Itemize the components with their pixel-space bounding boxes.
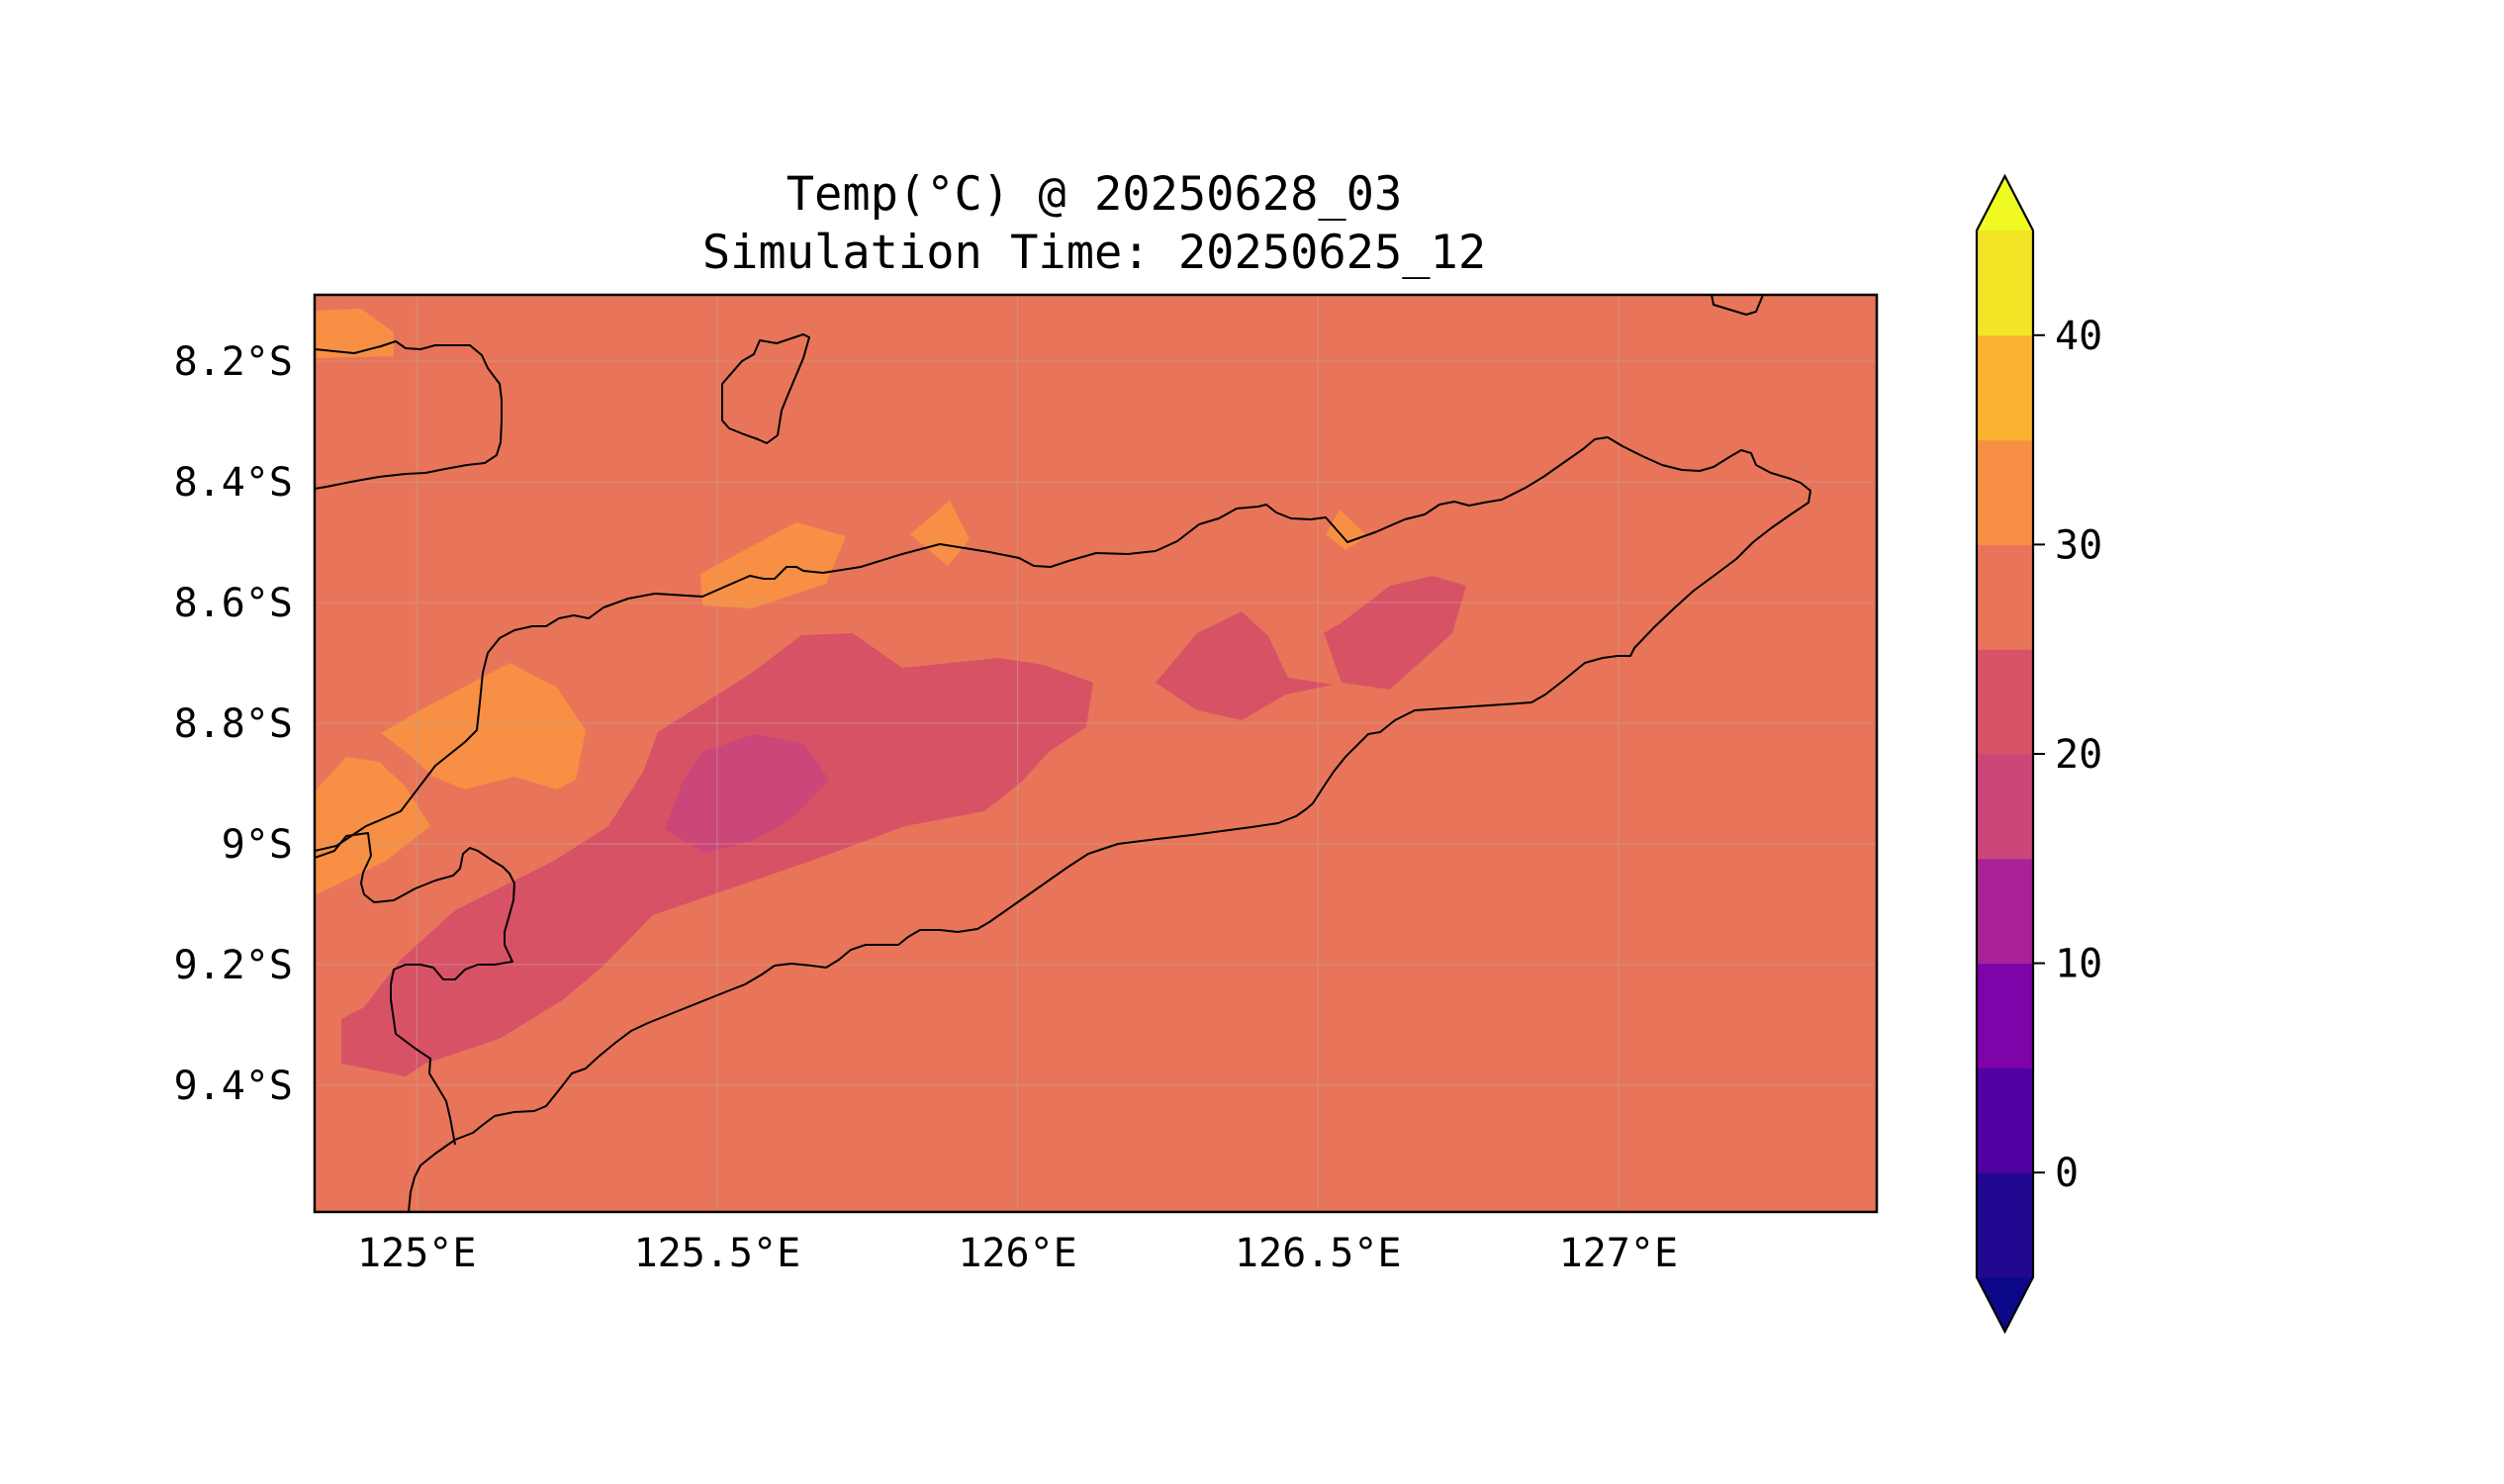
coastline-islet bbox=[1711, 295, 1764, 316]
contour-patch bbox=[381, 663, 586, 789]
contour-30-35 bbox=[315, 309, 1367, 895]
y-tick-label: 8.2°S bbox=[174, 339, 293, 385]
contour-patch bbox=[700, 522, 846, 608]
colorbar-tick-label: 10 bbox=[2055, 942, 2102, 987]
plot-title-line-2: Simulation Time: 20250625_12 bbox=[701, 226, 1487, 280]
map-panel: 125°E 125.5°E 126°E 126.5°E 127°E 8.2°S 8.4°S… bbox=[174, 293, 1879, 1276]
y-tick-label: 9.2°S bbox=[174, 943, 293, 988]
colorbar-tick-label: 0 bbox=[2055, 1151, 2079, 1196]
contour-patch bbox=[1156, 611, 1334, 720]
colorbar-tick-label: 40 bbox=[2055, 314, 2102, 359]
colorbar-bin bbox=[1977, 649, 2033, 755]
y-tick-label: 9°S bbox=[222, 822, 293, 868]
plot-title-line-1: Temp(°C) @ 20250628_03 bbox=[786, 167, 1403, 222]
x-tick-label: 125.5°E bbox=[634, 1231, 801, 1276]
colorbar-bin bbox=[1977, 963, 2033, 1068]
contour-patch bbox=[665, 734, 829, 853]
colorbar-bin bbox=[1977, 754, 2033, 860]
coastline-timor bbox=[315, 436, 1811, 1212]
colorbar-tick-label: 20 bbox=[2055, 732, 2102, 778]
x-tick-label: 127°E bbox=[1559, 1231, 1678, 1276]
contour-15-20 bbox=[665, 734, 829, 853]
colorbar-outline bbox=[1975, 173, 2035, 1335]
colorbar-under-extend bbox=[1977, 1277, 2033, 1332]
contour-patch bbox=[315, 309, 394, 358]
y-tick-label: 8.4°S bbox=[174, 460, 293, 506]
colorbar: 0 10 20 30 40 bbox=[1975, 173, 2102, 1335]
x-tick-label: 126.5°E bbox=[1235, 1231, 1402, 1276]
y-tick-label: 9.4°S bbox=[174, 1064, 293, 1109]
coastline-border bbox=[315, 832, 515, 1146]
colorbar-bin bbox=[1977, 439, 2033, 545]
colorbar-over-extend bbox=[1977, 176, 2033, 231]
contour-patch bbox=[1324, 576, 1466, 690]
colorbar-bin bbox=[1977, 858, 2033, 965]
coastline-wetar bbox=[315, 340, 503, 490]
map-frame bbox=[313, 293, 1879, 1214]
coastlines bbox=[315, 295, 1811, 1212]
x-tick-label: 125°E bbox=[357, 1231, 476, 1276]
colorbar-tick-label: 30 bbox=[2055, 522, 2102, 568]
x-axis: 125°E 125.5°E 126°E 126.5°E 127°E bbox=[357, 1231, 1678, 1276]
y-axis: 8.2°S 8.4°S 8.6°S 8.8°S 9°S 9.2°S 9.4°S bbox=[174, 339, 293, 1109]
y-tick-label: 8.6°S bbox=[174, 581, 293, 626]
colorbar-bin bbox=[1977, 1067, 2033, 1173]
colorbar-bin bbox=[1977, 1172, 2033, 1278]
x-tick-label: 126°E bbox=[958, 1231, 1076, 1276]
gridlines bbox=[315, 295, 1877, 1212]
coastline-atauro bbox=[721, 333, 810, 444]
contour-patch bbox=[1326, 510, 1367, 550]
colorbar-bin bbox=[1977, 231, 2033, 336]
contour-patch bbox=[910, 501, 970, 566]
contour-patch bbox=[315, 757, 430, 895]
colorbar-bin bbox=[1977, 334, 2033, 441]
y-tick-label: 8.8°S bbox=[174, 701, 293, 747]
colorbar-bin bbox=[1977, 544, 2033, 650]
